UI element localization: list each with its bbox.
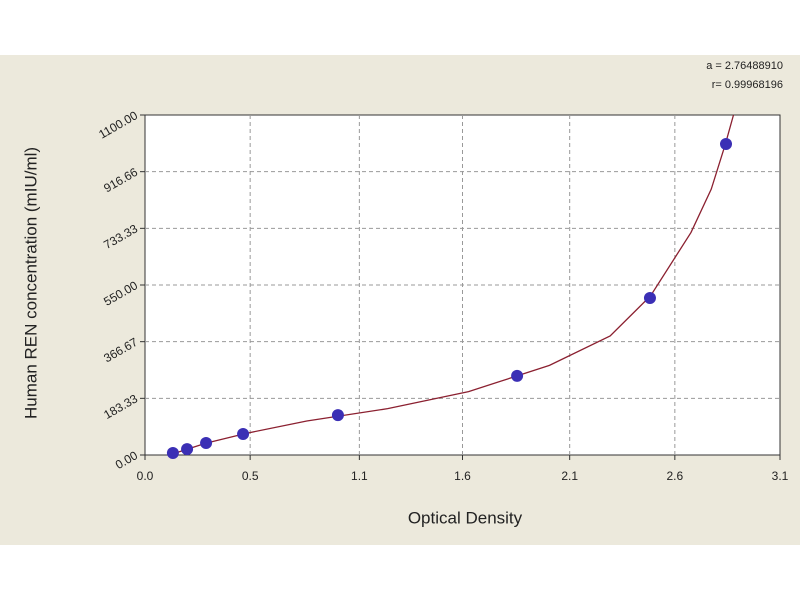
x-tick-label: 0.5 (242, 469, 259, 483)
x-tick-label: 3.1 (772, 469, 789, 483)
data-point (200, 436, 213, 449)
data-point (331, 409, 344, 422)
x-tick-label: 0.0 (137, 469, 154, 483)
x-tick-label: 1.1 (351, 469, 368, 483)
data-point (720, 138, 733, 151)
x-axis-label: Optical Density (408, 508, 523, 527)
annotation: a = 2.76488910 (706, 60, 783, 72)
y-axis-label: Human REN concentration (mIU/ml) (21, 147, 40, 419)
annotation: r= 0.99968196 (712, 79, 783, 91)
data-point (166, 446, 179, 459)
data-point (181, 443, 194, 456)
x-tick-label: 1.6 (454, 469, 471, 483)
x-tick-label: 2.6 (666, 469, 683, 483)
data-point (237, 427, 250, 440)
data-point (643, 291, 656, 304)
data-point (511, 369, 524, 382)
x-tick-label: 2.1 (561, 469, 578, 483)
